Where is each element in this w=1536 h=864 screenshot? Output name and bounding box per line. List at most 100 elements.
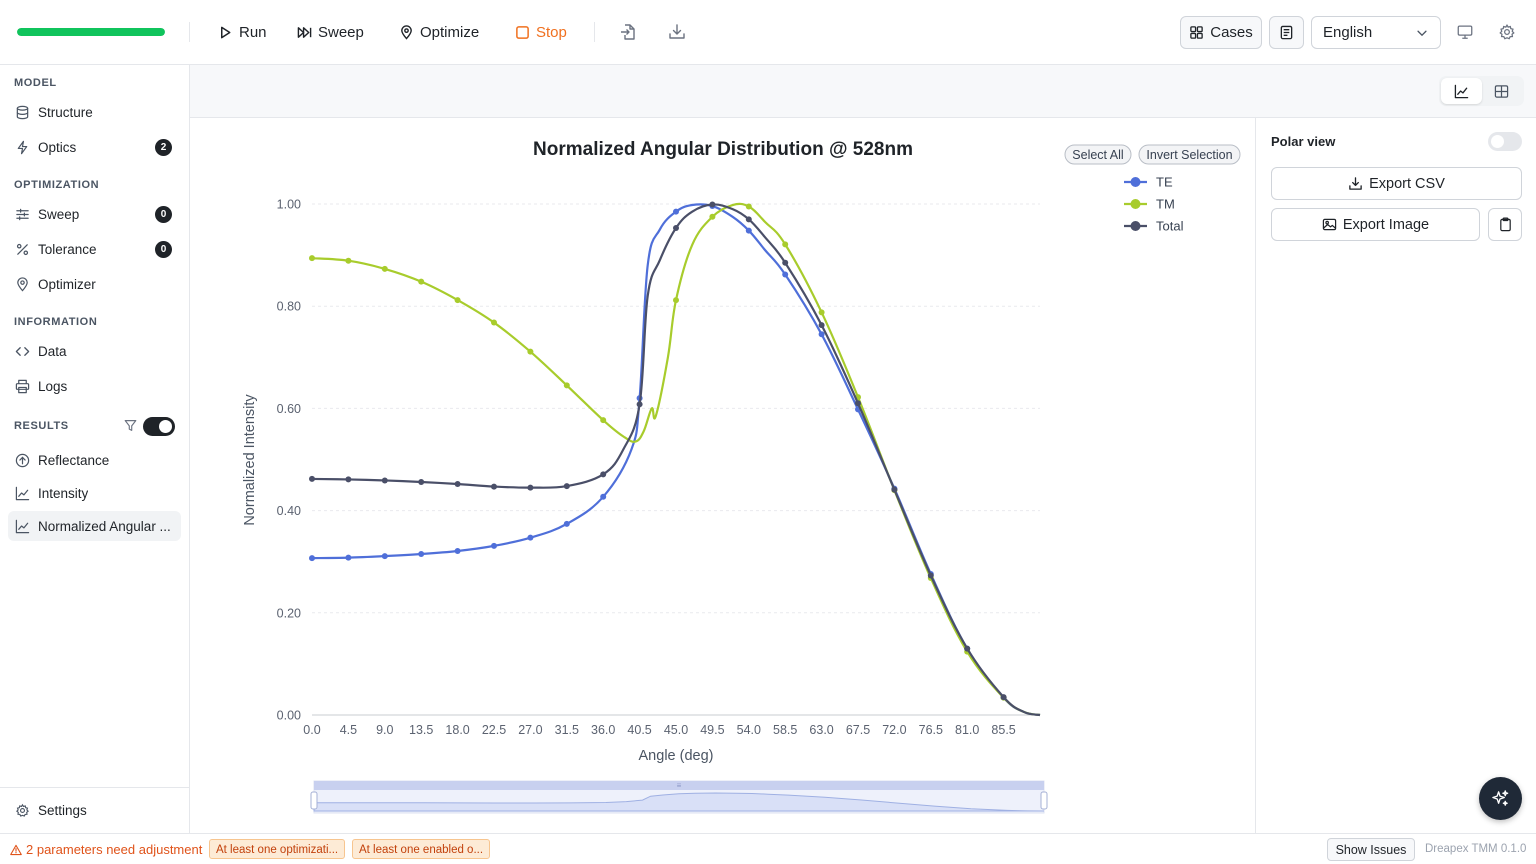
issue-chip[interactable]: At least one optimizati... [209, 839, 346, 859]
data-point [381, 265, 388, 272]
zoom-grip-icon[interactable]: ≡ [677, 781, 682, 790]
printer-icon [15, 379, 30, 393]
clipboard-icon [1499, 217, 1511, 232]
zoom-slider-bar[interactable] [314, 781, 1044, 790]
x-tick-label: 36.0 [591, 723, 615, 737]
x-tick-label: 31.5 [555, 723, 579, 737]
data-point [345, 554, 352, 561]
sidebar-item-reflectance[interactable]: Reflectance [8, 445, 181, 475]
data-point [745, 216, 752, 223]
export-csv-button[interactable]: Export CSV [1271, 167, 1522, 200]
series-line [311, 203, 1041, 717]
y-tick-label: 0.80 [277, 300, 301, 314]
data-point [418, 278, 425, 285]
series-total[interactable] [309, 201, 1041, 717]
filter-icon[interactable] [124, 419, 137, 432]
table-view-tab[interactable] [1482, 78, 1523, 104]
legend-item-te[interactable]: TE [1124, 175, 1173, 190]
sidebar-item-structure[interactable]: Structure [8, 97, 181, 127]
zoom-handle-left[interactable] [310, 791, 318, 810]
legend-item-tm[interactable]: TM [1124, 197, 1175, 212]
data-point [491, 319, 497, 326]
run-button[interactable]: Run [218, 20, 267, 44]
fast-forward-icon [297, 26, 312, 38]
data-zoom-slider[interactable]: ≡ [310, 780, 1048, 814]
gear-icon[interactable] [1498, 22, 1516, 42]
optimize-button[interactable]: Optimize [399, 20, 479, 44]
data-point [1000, 694, 1007, 701]
sliders-icon [16, 208, 29, 220]
language-value: English [1323, 24, 1373, 41]
legend-item-total[interactable]: Total [1124, 219, 1184, 234]
chart-view-tab[interactable] [1441, 78, 1482, 104]
data-point [345, 257, 352, 264]
language-select[interactable]: English [1311, 16, 1441, 49]
data-point [381, 553, 388, 560]
sidebar-item-logs[interactable]: Logs [8, 371, 181, 401]
issue-chip[interactable]: At least one enabled o... [352, 839, 491, 859]
data-point [709, 213, 716, 220]
data-point [381, 477, 388, 484]
status-bar: 2 parameters need adjustment At least on… [0, 833, 1536, 864]
data-point [418, 478, 425, 485]
stop-button[interactable]: Stop [515, 20, 567, 44]
data-point [418, 551, 425, 558]
run-progress-fill [17, 28, 165, 36]
sidebar-item-label: Sweep [38, 206, 80, 222]
x-tick-label: 40.5 [627, 723, 651, 737]
x-tick-label: 9.0 [376, 723, 393, 737]
zoom-handle-right[interactable] [1040, 791, 1048, 810]
data-point [454, 547, 461, 554]
sidebar-item-optics[interactable]: Optics 2 [8, 132, 181, 162]
ai-assistant-button[interactable] [1479, 777, 1522, 820]
export-image-button[interactable]: Export Image [1271, 208, 1480, 241]
invert-selection-button[interactable]: Invert Selection [1138, 144, 1241, 165]
results-filter-toggle[interactable] [143, 417, 175, 436]
legend-label: TM [1156, 197, 1175, 212]
sidebar-item-label: Optics [38, 139, 77, 155]
data-point [673, 208, 679, 215]
sparkle-icon [1492, 790, 1509, 806]
x-tick-label: 58.5 [773, 723, 797, 737]
bolt-icon [17, 140, 28, 154]
series-tm[interactable] [309, 202, 1041, 717]
monitor-icon[interactable] [1456, 22, 1474, 42]
sidebar-item-data[interactable]: Data [8, 336, 181, 366]
line-chart-icon [15, 519, 30, 533]
data-point [891, 486, 898, 493]
sidebar-item-label: Logs [38, 378, 68, 394]
count-badge: 2 [155, 139, 172, 156]
x-axis-label: Angle (deg) [639, 748, 714, 764]
sidebar-item-normalized-angular[interactable]: Normalized Angular ... [8, 511, 181, 541]
show-issues-button[interactable]: Show Issues [1327, 838, 1415, 861]
play-icon [221, 26, 231, 38]
warning-triangle-icon [10, 844, 22, 855]
cases-button[interactable]: Cases [1180, 16, 1262, 49]
warning-text: 2 parameters need adjustment [26, 842, 203, 857]
select-all-button[interactable]: Select All [1064, 144, 1132, 165]
chart-title: Normalized Angular Distribution @ 528nm [533, 139, 913, 160]
data-point [782, 259, 789, 266]
y-tick-label: 1.00 [277, 198, 301, 212]
sidebar-item-optimizer[interactable]: Optimizer [8, 269, 181, 299]
sidebar-item-intensity[interactable]: Intensity [8, 478, 181, 508]
sidebar-item-tolerance[interactable]: Tolerance 0 [8, 234, 181, 264]
download-icon[interactable] [667, 22, 687, 42]
section-label-model: MODEL [14, 77, 57, 89]
data-point [600, 417, 607, 424]
sidebar-item-sweep[interactable]: Sweep 0 [8, 199, 181, 229]
copy-image-button[interactable] [1488, 208, 1522, 241]
x-tick-label: 85.5 [991, 723, 1015, 737]
toolbar-divider [594, 22, 595, 42]
toolbar-divider [189, 22, 190, 42]
polar-view-toggle[interactable] [1488, 132, 1522, 151]
chevron-down-icon [1417, 30, 1427, 36]
sweep-button[interactable]: Sweep [297, 20, 364, 44]
x-tick-label: 49.5 [700, 723, 724, 737]
sidebar-item-settings[interactable]: Settings [8, 795, 181, 825]
import-file-icon[interactable] [618, 22, 638, 42]
validation-warning[interactable]: 2 parameters need adjustment [10, 842, 202, 857]
table-grid-icon [1495, 84, 1509, 98]
top-toolbar: Run Sweep Optimize Stop Cases English [0, 0, 1536, 65]
notes-button[interactable] [1269, 16, 1304, 49]
